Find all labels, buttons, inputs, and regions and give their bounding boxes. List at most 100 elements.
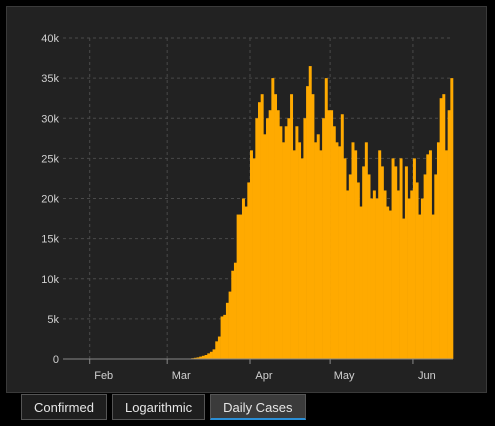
bar[interactable] xyxy=(356,182,360,359)
bar[interactable] xyxy=(303,118,307,359)
bar[interactable] xyxy=(223,314,227,359)
bar[interactable] xyxy=(338,146,342,359)
bar[interactable] xyxy=(396,190,400,359)
bar[interactable] xyxy=(415,182,419,359)
bar[interactable] xyxy=(426,154,430,359)
bar[interactable] xyxy=(431,214,435,359)
bar[interactable] xyxy=(340,114,344,359)
bar[interactable] xyxy=(410,190,414,359)
bar[interactable] xyxy=(249,150,253,359)
bar[interactable] xyxy=(295,126,299,360)
bar[interactable] xyxy=(252,158,256,359)
bar[interactable] xyxy=(346,190,350,359)
bar[interactable] xyxy=(204,354,208,359)
bar[interactable] xyxy=(316,134,320,359)
bar[interactable] xyxy=(436,142,440,359)
bar[interactable] xyxy=(292,150,296,359)
bar[interactable] xyxy=(335,142,339,359)
bar[interactable] xyxy=(388,210,392,359)
bar[interactable] xyxy=(287,118,291,359)
bar[interactable] xyxy=(412,158,416,359)
bar[interactable] xyxy=(271,78,275,359)
bar[interactable] xyxy=(263,134,267,359)
bar[interactable] xyxy=(247,182,251,359)
bar[interactable] xyxy=(383,190,387,359)
bar[interactable] xyxy=(351,142,355,359)
bar[interactable] xyxy=(266,118,269,359)
bar[interactable] xyxy=(380,166,384,359)
bar[interactable] xyxy=(228,291,232,359)
bar[interactable] xyxy=(284,126,288,360)
bar[interactable] xyxy=(231,270,235,359)
bar[interactable] xyxy=(260,94,264,360)
bar[interactable] xyxy=(319,150,323,359)
bar[interactable] xyxy=(258,102,261,359)
bar[interactable] xyxy=(215,341,219,359)
bar[interactable] xyxy=(233,262,237,359)
bar[interactable] xyxy=(290,94,294,360)
bar[interactable] xyxy=(399,158,403,359)
bar[interactable] xyxy=(274,94,277,360)
bar[interactable] xyxy=(428,150,432,359)
bar[interactable] xyxy=(450,78,454,359)
bar[interactable] xyxy=(322,118,326,359)
bar[interactable] xyxy=(241,198,245,360)
bar[interactable] xyxy=(207,353,211,359)
bar[interactable] xyxy=(330,110,334,359)
bar[interactable] xyxy=(439,98,443,359)
bar[interactable] xyxy=(404,166,408,359)
bar[interactable] xyxy=(225,302,229,359)
bar[interactable] xyxy=(434,174,438,359)
tab-confirmed[interactable]: Confirmed xyxy=(21,394,107,420)
bar[interactable] xyxy=(364,142,368,359)
bar[interactable] xyxy=(314,142,318,359)
bar[interactable] xyxy=(212,349,216,359)
bar[interactable] xyxy=(199,356,203,359)
bar[interactable] xyxy=(359,206,363,359)
bar[interactable] xyxy=(362,166,366,359)
bar[interactable] xyxy=(332,126,336,360)
bar[interactable] xyxy=(372,190,376,359)
bar[interactable] xyxy=(308,66,312,360)
bar[interactable] xyxy=(394,166,398,359)
bar[interactable] xyxy=(300,158,304,359)
bar[interactable] xyxy=(407,198,411,360)
bar[interactable] xyxy=(276,110,280,359)
bar[interactable] xyxy=(196,357,200,359)
bar[interactable] xyxy=(268,110,272,359)
bar[interactable] xyxy=(217,336,221,359)
bar[interactable] xyxy=(343,158,347,359)
bar[interactable] xyxy=(193,357,197,359)
bar[interactable] xyxy=(378,150,382,359)
bar[interactable] xyxy=(298,142,302,359)
bar[interactable] xyxy=(370,198,374,360)
bar[interactable] xyxy=(375,198,379,360)
bar[interactable] xyxy=(367,174,371,359)
bar[interactable] xyxy=(386,206,390,359)
bar[interactable] xyxy=(442,94,446,360)
bar[interactable] xyxy=(418,214,422,359)
bar[interactable] xyxy=(402,218,406,359)
bar[interactable] xyxy=(324,78,328,359)
tab-logarithmic[interactable]: Logarithmic xyxy=(111,394,206,420)
bar[interactable] xyxy=(201,355,205,359)
bar[interactable] xyxy=(420,198,424,360)
bar[interactable] xyxy=(239,214,243,359)
bar[interactable] xyxy=(311,94,315,360)
bar[interactable] xyxy=(306,86,310,360)
tab-daily-cases[interactable]: Daily Cases xyxy=(210,394,306,420)
bar[interactable] xyxy=(423,174,427,359)
bar[interactable] xyxy=(244,206,248,359)
bar[interactable] xyxy=(279,126,283,360)
bar[interactable] xyxy=(236,214,240,359)
bar[interactable] xyxy=(220,316,224,359)
bar[interactable] xyxy=(444,150,448,359)
bar[interactable] xyxy=(354,150,358,359)
bar[interactable] xyxy=(255,118,259,359)
bar[interactable] xyxy=(348,174,352,359)
bar[interactable] xyxy=(391,158,395,359)
bar[interactable] xyxy=(327,110,331,359)
bar[interactable] xyxy=(282,142,286,359)
bar[interactable] xyxy=(447,110,451,359)
bar[interactable] xyxy=(209,351,213,359)
